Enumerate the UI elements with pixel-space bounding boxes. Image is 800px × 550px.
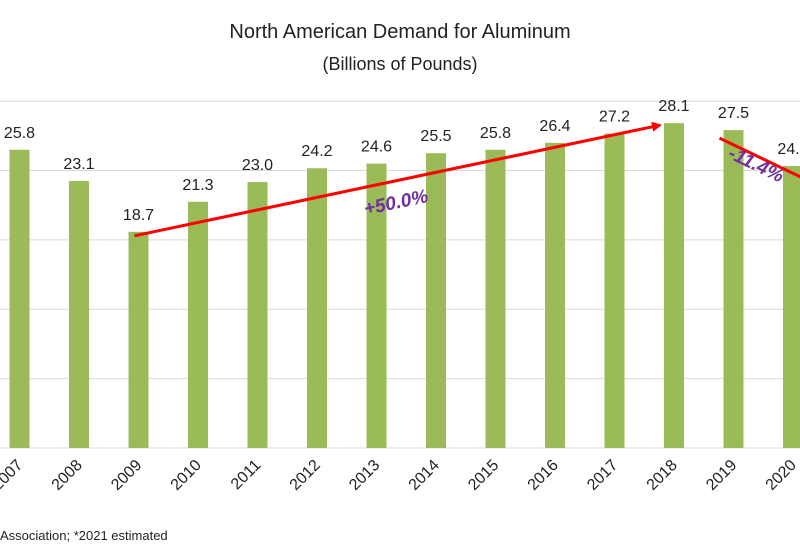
annotations: +50.0%-11.4% bbox=[134, 121, 800, 238]
value-label-2007: 25.8 bbox=[4, 125, 35, 142]
x-tick-2013: 2013 bbox=[346, 457, 383, 494]
value-label-2010: 21.3 bbox=[182, 177, 213, 194]
x-tick-2009: 2009 bbox=[108, 457, 145, 494]
x-tick-2020: 2020 bbox=[763, 457, 800, 494]
bar-2012 bbox=[307, 168, 327, 449]
value-label-2014: 25.5 bbox=[420, 128, 451, 145]
bar-2015 bbox=[485, 149, 506, 448]
bar-2011 bbox=[247, 182, 268, 448]
x-tick-2008: 2008 bbox=[49, 457, 86, 494]
x-tick-2010: 2010 bbox=[168, 457, 205, 494]
x-tick-2015: 2015 bbox=[465, 457, 502, 494]
bar-2008 bbox=[69, 180, 89, 449]
x-tick-2017: 2017 bbox=[584, 457, 621, 494]
x-tick-2019: 2019 bbox=[703, 457, 740, 494]
bar-2007 bbox=[9, 149, 30, 448]
chart-subtitle: (Billions of Pounds) bbox=[322, 54, 477, 74]
value-labels: 25.8 23.1 18.7 21.3 23.0 24.2 24.6 25.5 25.8 26.4… bbox=[4, 98, 800, 224]
bar-2020 bbox=[783, 165, 800, 448]
value-label-2016: 26.4 bbox=[539, 118, 570, 135]
x-tick-2011: 2011 bbox=[228, 457, 264, 493]
x-tick-2014: 2014 bbox=[406, 457, 443, 494]
value-label-2008: 23.1 bbox=[63, 156, 94, 173]
chart-title: North American Demand for Aluminum bbox=[229, 21, 570, 43]
bar-2009 bbox=[128, 231, 149, 448]
x-tick-labels: 2007 2008 2009 2010 2011 2012 2013 2014 2015 2016… bbox=[0, 457, 800, 494]
trend-arrow-up bbox=[134, 121, 662, 238]
value-label-2013: 24.6 bbox=[361, 139, 392, 156]
bar-2016 bbox=[545, 142, 565, 449]
bar-2017 bbox=[604, 133, 625, 448]
x-tick-2016: 2016 bbox=[525, 457, 562, 494]
x-tick-2018: 2018 bbox=[644, 457, 681, 494]
bar-2014 bbox=[426, 153, 446, 448]
value-label-2019: 27.5 bbox=[718, 105, 749, 122]
value-label-2012: 24.2 bbox=[301, 143, 332, 160]
value-label-2015: 25.8 bbox=[480, 125, 511, 142]
value-label-2018: 28.1 bbox=[658, 98, 689, 115]
x-tick-2007: 2007 bbox=[0, 457, 26, 494]
bar-2010 bbox=[188, 201, 208, 448]
value-label-2017: 27.2 bbox=[599, 109, 630, 126]
value-label-2011: 23.0 bbox=[242, 157, 273, 174]
bar-2013 bbox=[366, 163, 387, 448]
trend-arrow-down bbox=[718, 136, 800, 179]
source-note: Association; *2021 estimated bbox=[0, 528, 168, 543]
x-tick-2012: 2012 bbox=[287, 457, 324, 494]
bar-2019 bbox=[723, 130, 744, 448]
value-label-2020: 24.4 bbox=[777, 141, 800, 158]
bar-2018 bbox=[664, 123, 684, 448]
bars bbox=[9, 123, 800, 449]
value-label-2009: 18.7 bbox=[123, 207, 154, 224]
